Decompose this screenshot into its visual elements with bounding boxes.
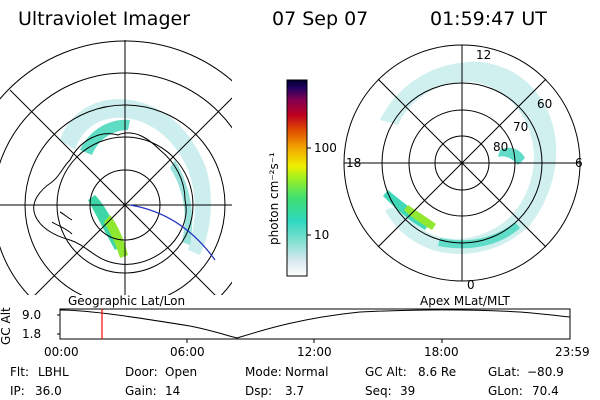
mlat-label-80: 80	[493, 140, 509, 154]
filter-value: LBHL	[38, 365, 69, 379]
altitude-y-tick: 1.8	[22, 327, 42, 341]
aurora-band	[170, 160, 193, 245]
mlat-label-70: 70	[513, 120, 529, 134]
glon-value: 70.4	[532, 384, 559, 398]
altitude-curve	[59, 309, 571, 339]
apex-map	[343, 44, 581, 282]
meridian-line	[34, 97, 232, 295]
aurora-hotspot	[104, 215, 128, 258]
mode-value: Normal	[285, 365, 329, 379]
altitude-x-tick: 00:00	[44, 345, 79, 359]
meridian-line	[9, 89, 216, 295]
aurora-diffuse-region	[60, 99, 212, 256]
coastline	[33, 132, 187, 265]
mlt-line-diagonal	[377, 78, 547, 248]
glat-value: −80.9	[527, 365, 564, 379]
mlt-label-18: 18	[346, 156, 362, 170]
colorbar	[286, 79, 308, 277]
dsp-value: 3.7	[285, 384, 305, 398]
altitude-x-tick: 23:59	[555, 345, 590, 359]
altitude-x-tick: 12:00	[297, 345, 332, 359]
aurora-band	[80, 119, 130, 155]
aurora-diffuse-region	[380, 61, 557, 254]
altitude-plot	[57, 308, 571, 343]
geo-map-label: Geographic Lat/Lon	[68, 294, 186, 308]
aurora-hotspot	[404, 205, 436, 230]
altitude-y-tick: 9.0	[22, 308, 42, 322]
apex-map-label: Apex MLat/MLT	[420, 294, 510, 308]
door-value: Open	[165, 365, 198, 379]
colorbar-unit-label: photon cm⁻²s⁻¹	[267, 152, 281, 245]
seq-value: 39	[400, 384, 416, 398]
mlt-label-12: 12	[476, 48, 492, 62]
time-label: 01:59:47 UT	[430, 8, 547, 30]
dsp-label: Dsp:	[245, 384, 273, 398]
mlt-label-6: 6	[575, 156, 583, 170]
instrument-title: Ultraviolet Imager	[18, 8, 191, 30]
glon-label: GLon:	[488, 384, 523, 398]
coastline-detail	[51, 211, 73, 235]
filter-label: Flt:	[10, 365, 29, 379]
gain-value: 14	[165, 384, 181, 398]
aurora-band	[438, 222, 520, 249]
altitude-plot-frame	[59, 308, 571, 340]
altitude-x-tick: 18:00	[424, 345, 459, 359]
altitude-x-tick: 06:00	[170, 345, 205, 359]
colorbar-tick-label: 100	[314, 141, 337, 155]
date-label: 07 Sep 07	[272, 8, 369, 30]
colorbar-tick-label: 10	[314, 228, 330, 242]
gc-alt-label: GC Alt:	[365, 365, 407, 379]
mlt-label-0: 0	[467, 278, 475, 292]
glat-label: GLat:	[488, 365, 521, 379]
ip-value: 36.0	[35, 384, 62, 398]
aurora-band	[498, 147, 525, 165]
altitude-y-label: GC Alt	[0, 307, 13, 345]
mlat-label-60: 60	[537, 97, 553, 111]
gain-label: Gain:	[125, 384, 157, 398]
ip-label: IP:	[10, 384, 25, 398]
geographic-map	[0, 40, 232, 295]
door-label: Door:	[125, 365, 158, 379]
mode-label: Mode:	[245, 365, 282, 379]
terminator-line	[129, 204, 216, 261]
seq-label: Seq:	[365, 384, 392, 398]
gc-alt-value: 8.6 Re	[418, 365, 457, 379]
